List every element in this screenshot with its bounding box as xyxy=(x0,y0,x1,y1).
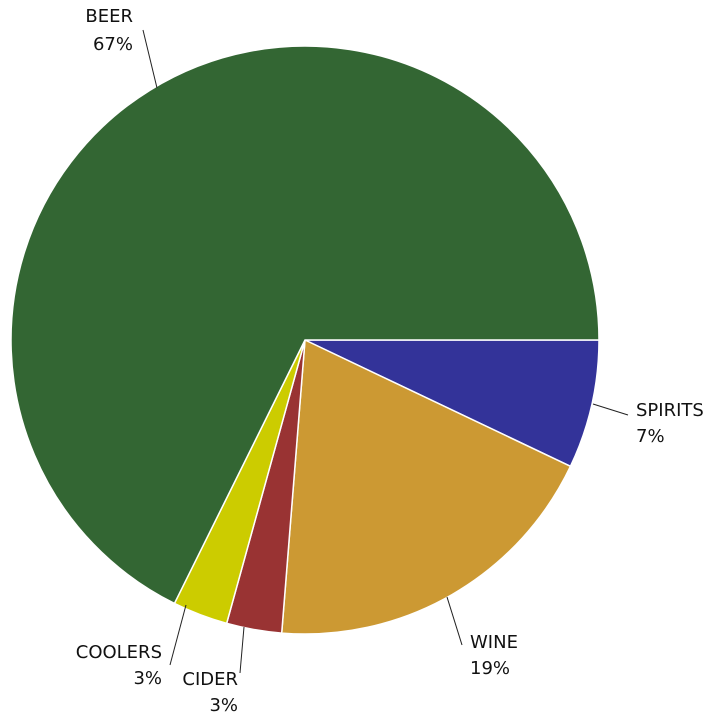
cider-name-label: CIDER xyxy=(182,669,238,690)
leader-line-coolers xyxy=(169,604,187,666)
slice-label-spirits: SPIRITS 7% xyxy=(592,400,704,447)
beer-name-label: BEER xyxy=(85,6,133,27)
wine-name-label: WINE xyxy=(470,632,518,653)
slice-label-cider: CIDER 3% xyxy=(182,626,245,716)
pie-slices xyxy=(10,45,600,635)
slice-beer xyxy=(10,45,600,605)
leader-line-beer xyxy=(142,29,158,89)
slice-label-wine: WINE 19% xyxy=(446,596,518,679)
leader-line-cider xyxy=(239,626,245,674)
slice-label-coolers: COOLERS 3% xyxy=(76,604,187,689)
coolers-name-label: COOLERS xyxy=(76,642,162,663)
slice-wine xyxy=(280,338,572,635)
leader-line-spirits xyxy=(592,403,629,416)
coolers-percent-label: 3% xyxy=(133,668,162,689)
wine-percent-label: 19% xyxy=(470,658,510,679)
spirits-name-label: SPIRITS xyxy=(636,400,704,421)
slice-label-beer: BEER 67% xyxy=(85,6,158,89)
slice-spirits xyxy=(304,339,600,468)
beer-percent-label: 67% xyxy=(93,34,133,55)
cider-percent-label: 3% xyxy=(209,695,238,716)
leader-line-wine xyxy=(446,596,463,646)
spirits-percent-label: 7% xyxy=(636,426,665,447)
